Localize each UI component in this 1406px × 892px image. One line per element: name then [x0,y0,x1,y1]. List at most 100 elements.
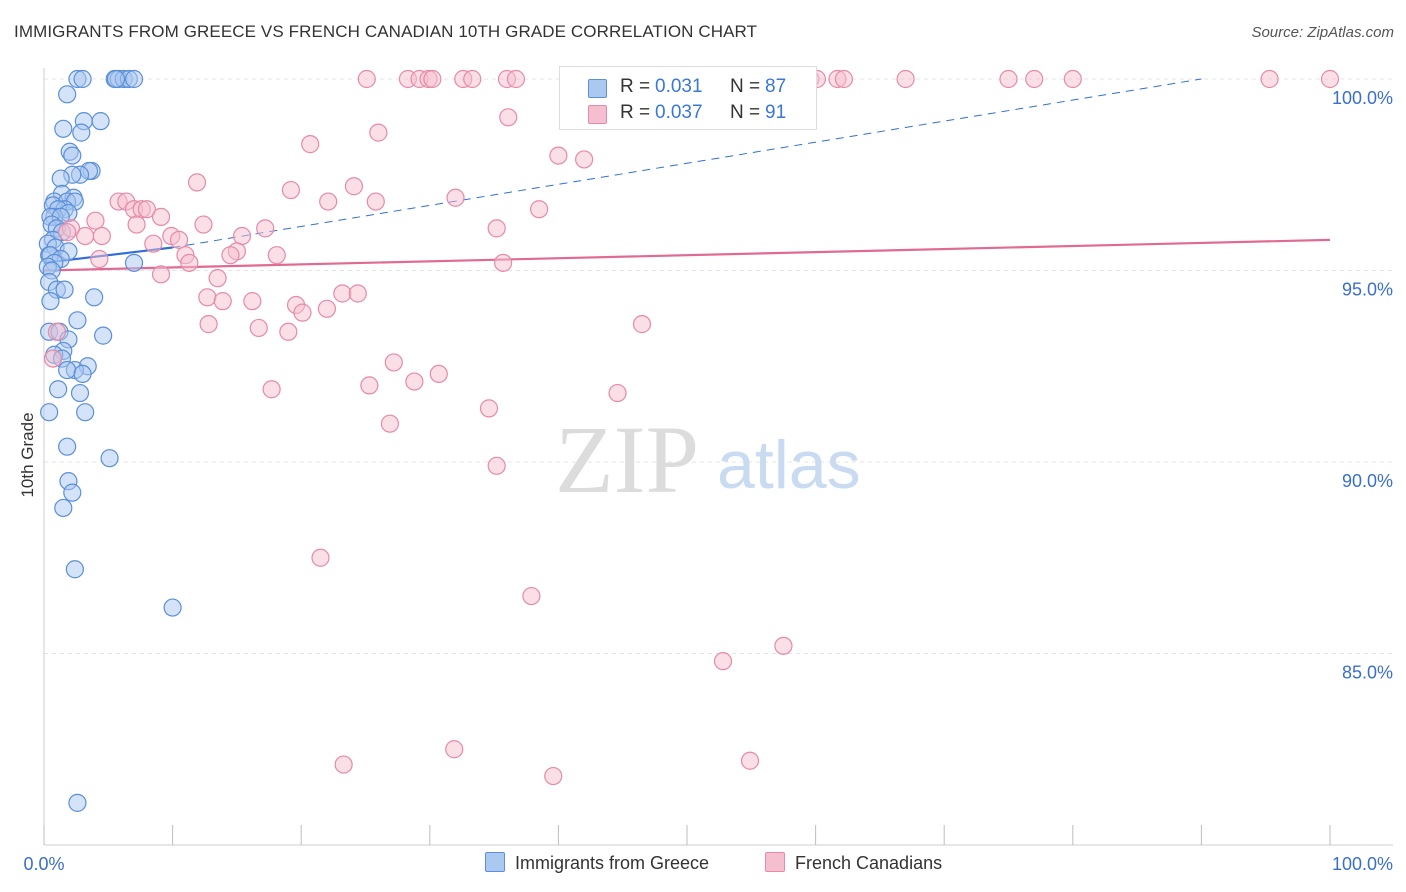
data-point [63,483,82,502]
data-point [106,69,126,89]
data-point [522,586,541,606]
data-point [256,219,275,238]
data-point [319,192,338,211]
data-point [194,215,213,234]
data-point [49,380,68,399]
data-point [360,376,379,395]
data-point [41,292,60,311]
y-tick-label: 95.0% [1342,280,1393,300]
legend-n-value: 91 [765,102,787,123]
data-point [199,315,218,334]
data-point [334,755,353,774]
data-point [232,226,252,246]
data-point [208,269,227,288]
axes [43,68,1393,846]
data-point [301,135,320,154]
bottom-legend-label-greece: Immigrants from Greece [515,853,710,873]
bottom-legend-label-french-canadians: French Canadians [795,853,943,873]
data-point [54,498,73,518]
data-point [506,69,526,89]
data-point [384,353,403,372]
data-point [65,560,84,579]
data-point [293,303,312,322]
data-point [344,177,364,196]
x-tick-label: 100.0% [1332,854,1393,874]
series-greece-points [38,69,182,812]
data-point [47,322,66,341]
data-point [58,85,77,104]
data-point [76,226,95,246]
tick-labels: 85.0% 90.0% 95.0% 100.0% 0.0% 100.0% [23,88,1393,874]
data-point [54,119,73,138]
bottom-legend-swatch-french-canadians [765,852,785,872]
data-point [1025,69,1044,89]
data-point [530,200,549,219]
data-point [317,299,337,318]
data-point [91,112,110,131]
data-point [243,292,262,311]
data-point [463,69,482,89]
data-point [369,123,388,142]
data-point [76,403,95,422]
data-point [494,253,513,272]
y-axis-label: 10th Grade [18,412,37,497]
data-point [366,192,385,211]
data-point [1260,69,1279,89]
trend-line-greece-extension [172,78,1202,249]
data-point [281,180,301,200]
data-point [445,740,464,759]
data-point [896,69,915,89]
data-point [311,548,330,567]
data-point [834,69,853,89]
bottom-legend-greece: Immigrants from Greece [485,852,709,874]
data-point [94,326,113,345]
y-tick-label: 90.0% [1342,471,1393,491]
data-point [774,636,793,655]
data-point [380,414,400,433]
data-point [213,292,232,311]
data-point [487,219,506,238]
data-point [73,364,92,384]
data-point [73,69,92,89]
watermark-atlas: atlas [717,427,861,503]
data-point [151,265,171,284]
data-point [169,230,189,249]
data-point [544,766,563,786]
data-point [63,146,82,165]
y-tick-label: 100.0% [1332,88,1393,108]
data-point [740,751,760,770]
data-point [267,246,286,265]
legend-n-label: N = [730,102,761,123]
data-point [479,399,499,418]
data-point [1320,69,1340,89]
data-point [58,360,77,380]
data-point [55,280,74,299]
data-point [279,322,298,341]
legend-swatch-greece [588,79,607,98]
data-point [262,380,281,399]
data-point [1063,69,1082,89]
legend-r-label: R = [620,102,651,123]
y-tick-label: 85.0% [1342,663,1393,683]
data-point [127,215,146,234]
data-point [58,437,77,456]
data-point [999,69,1018,89]
data-point [348,284,367,303]
chart-title: IMMIGRANTS FROM GREECE VS FRENCH CANADIA… [14,22,758,41]
watermark: ZIP atlas [555,406,861,513]
bottom-legend-swatch-greece [485,852,505,872]
data-point [180,253,199,272]
data-point [144,234,163,253]
data-point [90,249,109,269]
trend-line-french-canadians [43,238,1331,272]
gridlines [44,78,1393,654]
data-point [70,383,90,403]
data-point [575,150,594,169]
data-point [92,226,111,246]
data-point [549,146,568,165]
legend-n-label: N = [730,76,761,97]
legend: R = 0.031 N = 87 R = 0.037 N = 91 [559,66,817,130]
data-point [423,69,442,89]
data-point [221,246,240,265]
